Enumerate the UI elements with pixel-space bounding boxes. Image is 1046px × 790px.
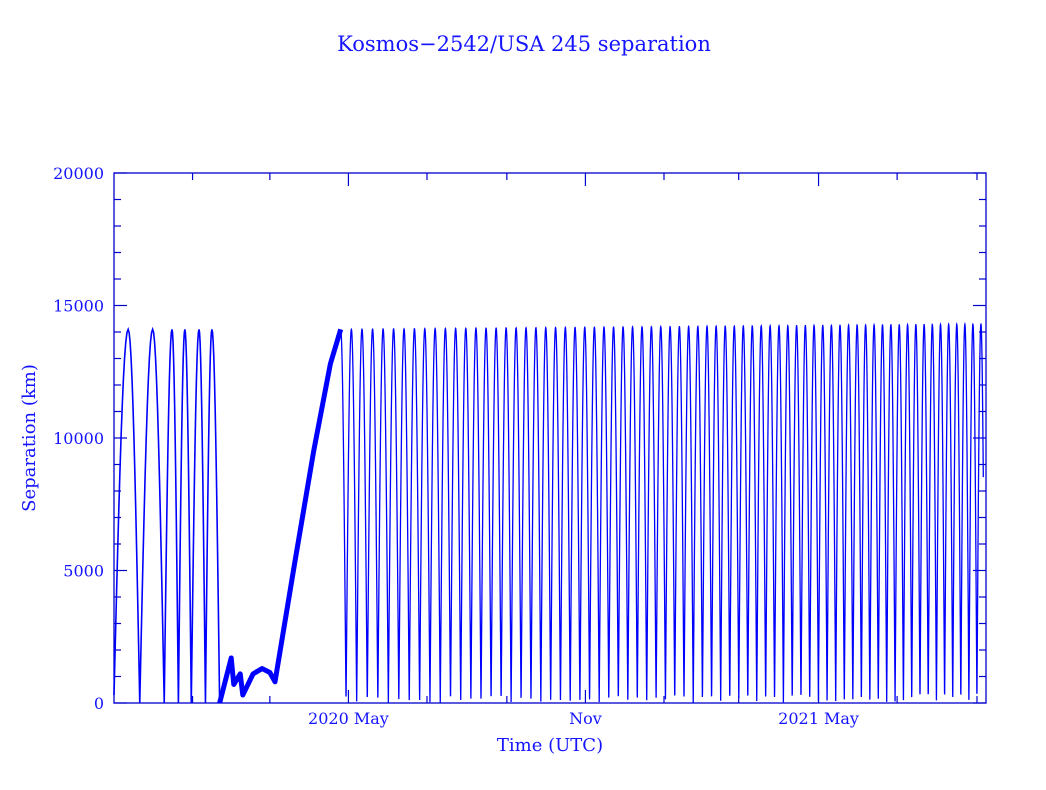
y-tick-label: 20000 [53, 164, 104, 183]
y-axis-label: Separation (km) [19, 364, 40, 512]
chart-title: Kosmos−2542/USA 245 separation [337, 32, 711, 56]
tick-labels: 0 5000 10000 15000 20000 2020 May Nov 2021 May [53, 164, 859, 728]
series-line-early-oscillation [113, 326, 221, 704]
x-tick-label: 2020 May [308, 709, 389, 728]
series-line-regular-oscillation [340, 321, 984, 703]
y-tick-label: 0 [94, 694, 104, 713]
x-tick-label: Nov [569, 709, 602, 728]
y-tick-label: 15000 [53, 297, 104, 316]
x-axis-label: Time (UTC) [497, 735, 603, 756]
data-series [113, 321, 984, 704]
y-tick-label: 5000 [63, 562, 104, 581]
series-band-drift-band [217, 328, 344, 704]
y-tick-label: 10000 [53, 429, 104, 448]
x-tick-label: 2021 May [778, 709, 859, 728]
